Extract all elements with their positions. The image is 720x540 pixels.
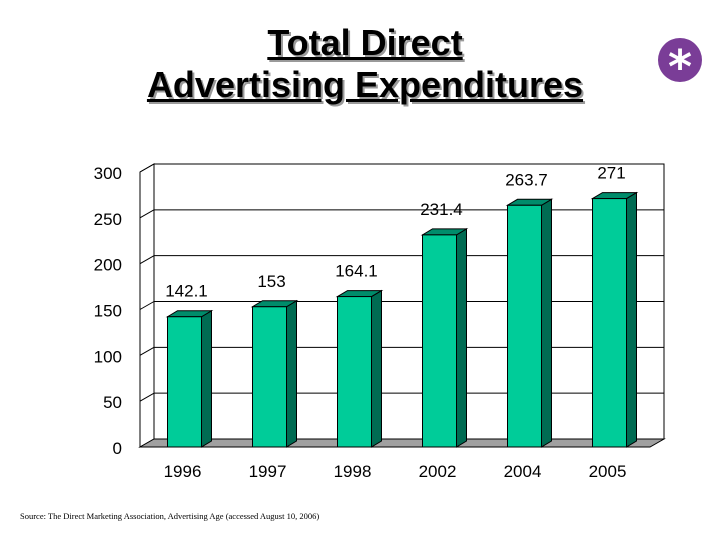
bar-side <box>456 228 467 448</box>
bar <box>592 198 627 448</box>
y-tick-label: 150 <box>94 302 122 321</box>
gridline-side <box>139 163 155 173</box>
x-tick-label: 1998 <box>334 462 372 481</box>
bar <box>167 316 202 448</box>
x-tick-label: 2005 <box>589 462 627 481</box>
bar-side <box>371 289 382 448</box>
x-tick-label: 1996 <box>164 462 202 481</box>
data-label: 271 <box>597 164 625 183</box>
data-label: 164.1 <box>335 262 378 281</box>
y-tick-label: 250 <box>94 210 122 229</box>
bar <box>337 296 372 448</box>
bar-side <box>201 309 212 448</box>
y-tick-label: 0 <box>113 439 122 458</box>
gridline-side <box>139 255 155 265</box>
chart-title: Total Direct Advertising Expenditures <box>0 22 720 106</box>
x-tick-label: 1997 <box>249 462 287 481</box>
title-line-1: Total Direct <box>267 22 463 63</box>
data-label: 142.1 <box>165 282 208 301</box>
bar <box>422 234 457 448</box>
bar-side <box>626 191 637 448</box>
bar-side <box>286 299 297 448</box>
data-label: 263.7 <box>505 170 548 189</box>
plot-floor <box>138 438 666 448</box>
x-tick-label: 2002 <box>419 462 457 481</box>
y-tick-label: 200 <box>94 256 122 275</box>
data-label: 153 <box>257 272 285 291</box>
bar-side <box>541 198 552 448</box>
y-tick-label: 50 <box>103 393 122 412</box>
gridline-side <box>139 346 155 356</box>
bar <box>507 204 542 448</box>
y-tick-label: 100 <box>94 347 122 366</box>
gridline-side <box>139 392 155 402</box>
data-label: 231.4 <box>420 200 463 219</box>
title-line-2: Advertising Expenditures <box>146 64 584 105</box>
source-note: Source: The Direct Marketing Association… <box>20 511 320 521</box>
bar <box>252 306 287 448</box>
y-tick-label: 300 <box>94 164 122 183</box>
gridline-side <box>139 209 155 219</box>
gridline-side <box>139 301 155 310</box>
x-tick-label: 2004 <box>504 462 542 481</box>
